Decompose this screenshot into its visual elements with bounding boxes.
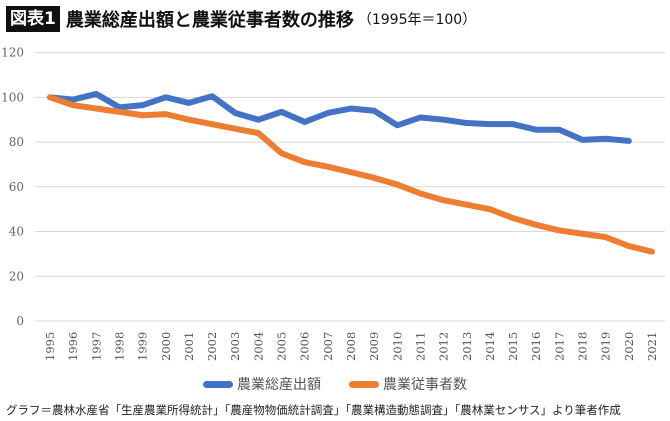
y-tick-label: 40 — [9, 225, 24, 239]
x-tick-label: 2018 — [576, 332, 590, 361]
line-chart: 0 20 40 60 80 100 120 1995 1996 1997 1998 1999 2000 2… — [1, 46, 665, 361]
legend-swatch — [203, 380, 233, 388]
x-tick-label: 2004 — [251, 332, 265, 361]
y-tick-label: 100 — [1, 90, 24, 104]
title-subtitle: （1995年＝100） — [357, 12, 477, 28]
chart-title: 図表1 農業総産出額と農業従事者数の推移 （1995年＝100） — [6, 6, 476, 32]
x-tick-label: 2007 — [321, 332, 335, 361]
x-tick-label: 1995 — [43, 332, 57, 361]
x-tick-label: 1996 — [66, 332, 80, 361]
x-tick-label: 2012 — [437, 332, 451, 361]
x-tick-label: 2016 — [529, 332, 543, 361]
y-tick-label: 20 — [9, 269, 24, 283]
title-text: 農業総産出額と農業従事者数の推移 — [65, 10, 354, 31]
source-note: グラフ＝農林水産省「生産農業所得統計」「農産物物価統計調査」「農業構造動態調査」… — [6, 403, 621, 417]
x-tick-label: 2002 — [205, 332, 219, 361]
x-tick-label: 2005 — [275, 332, 289, 361]
x-tick-label: 2000 — [159, 332, 173, 361]
legend-item-output: 農業総産出額 — [203, 374, 321, 394]
y-tick-label: 80 — [9, 135, 24, 149]
legend-label: 農業総産出額 — [237, 377, 321, 393]
x-tick-label: 2021 — [645, 332, 659, 361]
x-tick-label: 2010 — [390, 332, 404, 361]
y-tick-label: 120 — [1, 46, 24, 60]
x-tick-label: 2020 — [622, 332, 636, 361]
x-tick-label: 2014 — [483, 332, 497, 361]
y-tick-label: 60 — [9, 180, 24, 194]
x-tick-label: 2003 — [228, 332, 242, 361]
x-tick-label: 2011 — [413, 332, 427, 361]
x-tick-label: 2001 — [182, 332, 196, 361]
x-tick-label: 1997 — [89, 332, 103, 361]
x-tick-label: 2015 — [506, 332, 520, 361]
x-tick-label: 2019 — [599, 332, 613, 361]
legend-item-workers: 農業従事者数 — [349, 374, 467, 394]
x-tick-label: 2009 — [367, 332, 381, 361]
series-line-0 — [47, 90, 632, 144]
x-tick-label: 1999 — [136, 332, 150, 361]
legend-label: 農業従事者数 — [383, 377, 467, 393]
y-tick-label: 0 — [16, 314, 24, 328]
figure-badge: 図表1 — [6, 6, 60, 32]
legend: 農業総産出額 農業従事者数 — [0, 374, 670, 394]
x-tick-label: 2006 — [298, 332, 312, 361]
x-tick-label: 2017 — [552, 332, 566, 361]
legend-swatch — [349, 380, 379, 388]
series-line-1 — [47, 94, 655, 255]
x-tick-label: 2013 — [460, 332, 474, 361]
x-tick-label: 1998 — [112, 332, 126, 361]
x-tick-label: 2008 — [344, 332, 358, 361]
